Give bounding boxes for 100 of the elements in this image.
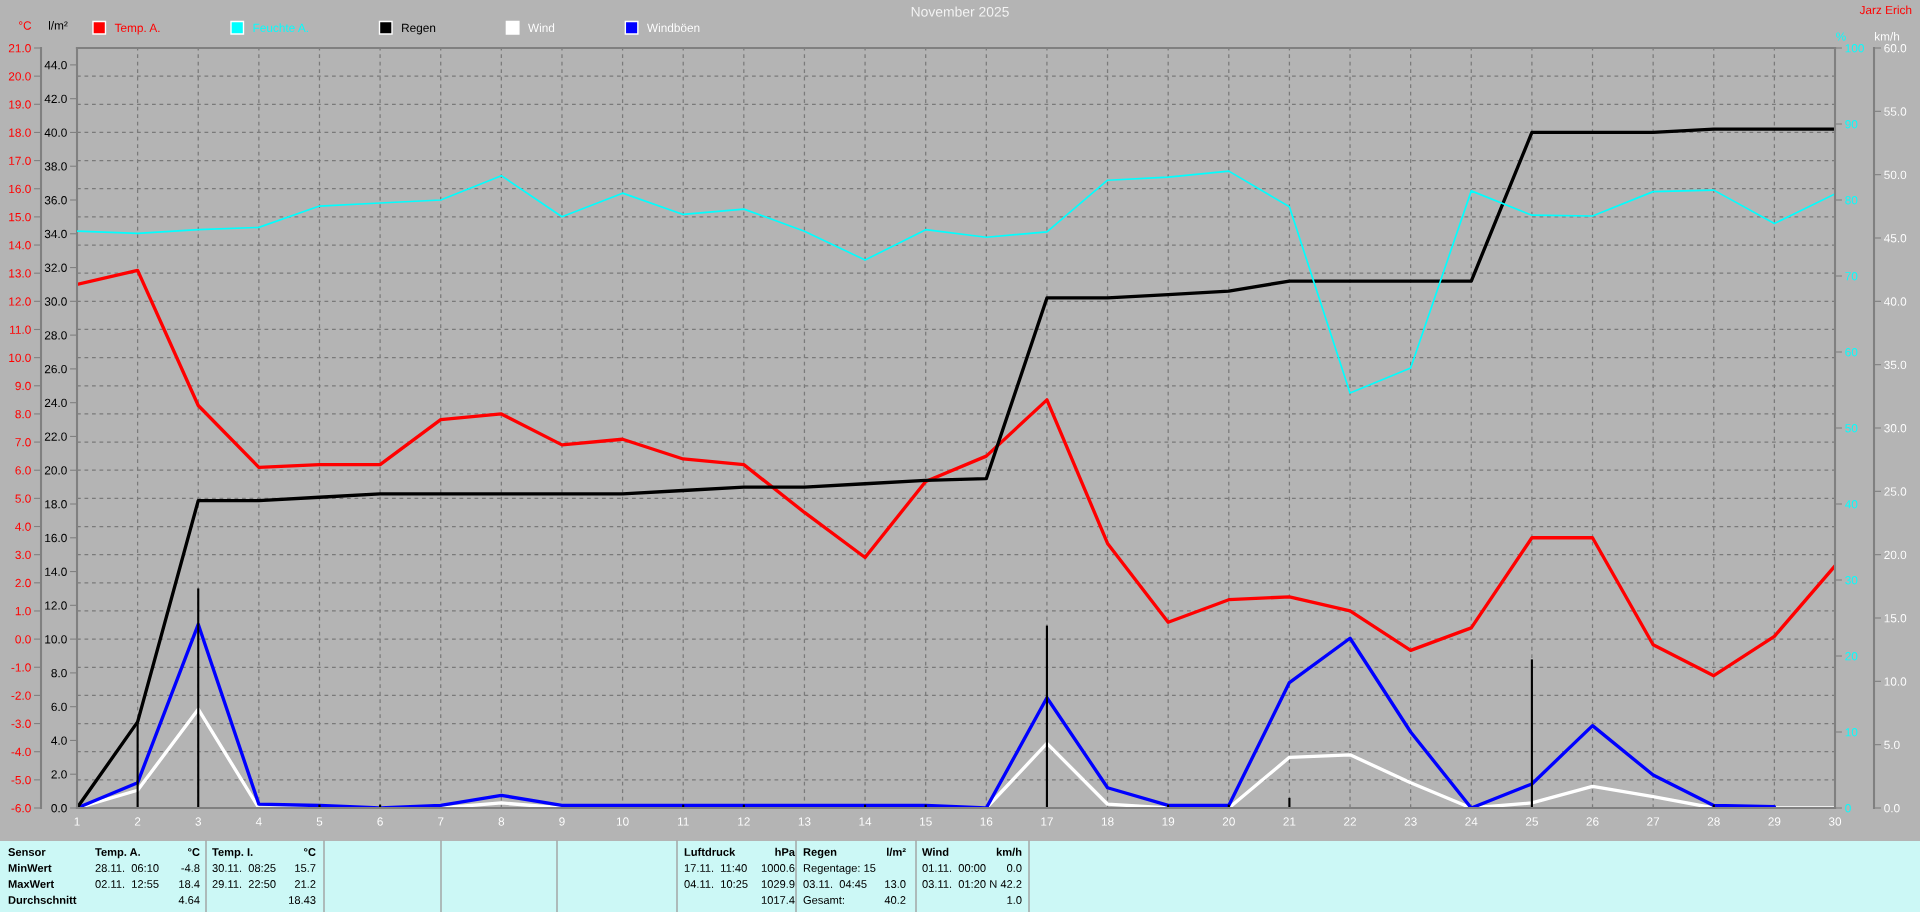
y3-tick-label: 30 [1845,576,1858,585]
y-tick-label: -3.0 [11,719,31,728]
text: 03.11. 01:20 [922,880,986,888]
x-tick-label: 4 [255,817,262,826]
y-axis-title: km/h [1875,32,1900,41]
y-tick-label: -2.0 [11,691,31,700]
text: Durchschnitt [8,895,77,904]
y2-tick-label: 20.0 [44,466,67,475]
x-tick-label: 13 [798,817,811,826]
x-tick-label: 21 [1283,817,1296,826]
y2-tick-label: 10.0 [45,635,67,644]
y2-axis-title: l/m² [48,21,68,30]
x-tick-label: 3 [195,817,202,826]
y2-tick-label: 12.0 [45,601,67,610]
y2-tick-label: 4.0 [51,736,67,745]
x-tick-label: 11 [677,817,689,826]
text: 1029.9 [761,880,795,888]
legend-label: Regen [402,23,436,35]
y3-tick-label: 70 [1845,272,1858,281]
text: km/h [996,847,1022,857]
legend-label: Temp. A. [114,23,160,35]
y-tick-label: 25.0 [1884,487,1907,496]
x-tick-label: 22 [1344,817,1357,826]
x-tick-label: 29 [1768,817,1781,826]
text: Temp. A. [95,848,140,859]
y-tick-label: -6.0 [11,804,31,813]
text: °C [304,848,316,856]
text: 01.11. 00:00 [922,864,986,872]
y-tick-label: 10.0 [1884,677,1907,686]
y2-tick-label: 16.0 [45,533,67,543]
bar [197,588,200,808]
y-tick-label: 55.0 [1884,107,1907,116]
y2-tick-label: 36.0 [44,196,67,205]
y2-tick-label: 24.0 [44,398,67,408]
y2-tick-label: 18.0 [45,500,67,509]
y2-tick-label: 34.0 [44,229,67,239]
y2-tick-label: 0.0 [51,804,67,813]
line-series [77,170,1835,394]
text: 13.0 [885,880,906,888]
y-tick-label: 60.0 [1884,44,1907,53]
text: 21.2 [294,880,316,888]
x-tick-label: 10 [616,817,629,826]
x-tick-label: 2 [134,817,141,826]
y-tick-label: 40.0 [1883,297,1907,306]
y-tick-label: 11.0 [10,325,31,334]
x-tick-label: 15 [920,817,932,826]
y-tick-label: 3.0 [15,550,31,560]
y-tick-label: 5.0 [15,494,31,503]
x-tick-label: 1 [74,817,80,826]
text: hPa [775,847,796,856]
text: 03.11. 04:45 [803,880,867,888]
text: Temp. I. [212,848,253,859]
text: 15.7 [295,864,316,872]
y2-tick-label: 28.0 [44,331,67,340]
y-tick-label: 12.0 [9,297,31,306]
x-tick-label: 8 [498,817,505,826]
y2-tick-label: 22.0 [44,432,67,441]
text: 17.11. 11:40 [684,864,747,872]
y-tick-label: 10.0 [9,353,31,363]
y-tick-label: 4.0 [15,522,31,531]
text: 28.11. 06:10 [95,864,159,872]
chart-title: November 2025 [911,6,1009,17]
y2-tick-label: 38.0 [44,162,67,171]
x-tick-label: 16 [980,817,993,826]
bar [1530,659,1533,808]
line-series [77,622,1777,808]
y3-axis-title: % [1836,32,1846,41]
y-axis-title: °C [19,21,32,30]
text: N 42.2 [990,880,1022,888]
x-tick-label: 14 [859,817,872,826]
y-tick-label: 9.0 [15,381,31,391]
x-tick-label: 19 [1162,817,1175,826]
y2-tick-label: 14.0 [45,567,67,576]
y2-tick-label: 6.0 [51,702,67,712]
text: Regentage: 15 [803,864,876,875]
y-tick-label: 0.0 [1884,804,1900,813]
x-tick-label: 5 [316,817,323,826]
y-tick-label: 15.0 [1884,614,1907,623]
y-tick-label: 8.0 [15,409,31,419]
y-tick-label: 19.0 [9,100,31,109]
text: 30.11. 08:25 [212,864,276,872]
y-tick-label: 30.0 [1884,424,1907,433]
y-tick-label: 2.0 [15,578,31,588]
y3-tick-label: 40 [1844,500,1858,509]
text: MinWert [8,863,52,872]
x-tick-label: 20 [1222,817,1235,826]
text: Jarz Erich [1859,5,1912,15]
y-tick-label: 50.0 [1884,170,1907,180]
y2-tick-label: 8.0 [51,668,67,678]
y-tick-label: 5.0 [1884,740,1900,750]
x-tick-label: 6 [377,817,383,826]
y-tick-label: -5.0 [11,775,31,785]
y2-tick-label: 30.0 [44,297,67,306]
y2-tick-label: 26.0 [44,364,67,374]
text: l/m² [887,847,906,857]
y3-tick-label: 60 [1845,348,1858,357]
y2-tick-label: 44.0 [44,60,67,70]
legend-label: Windböen [647,23,700,33]
y-tick-label: -1.0 [11,663,31,672]
y-tick-label: 14.0 [9,241,31,250]
